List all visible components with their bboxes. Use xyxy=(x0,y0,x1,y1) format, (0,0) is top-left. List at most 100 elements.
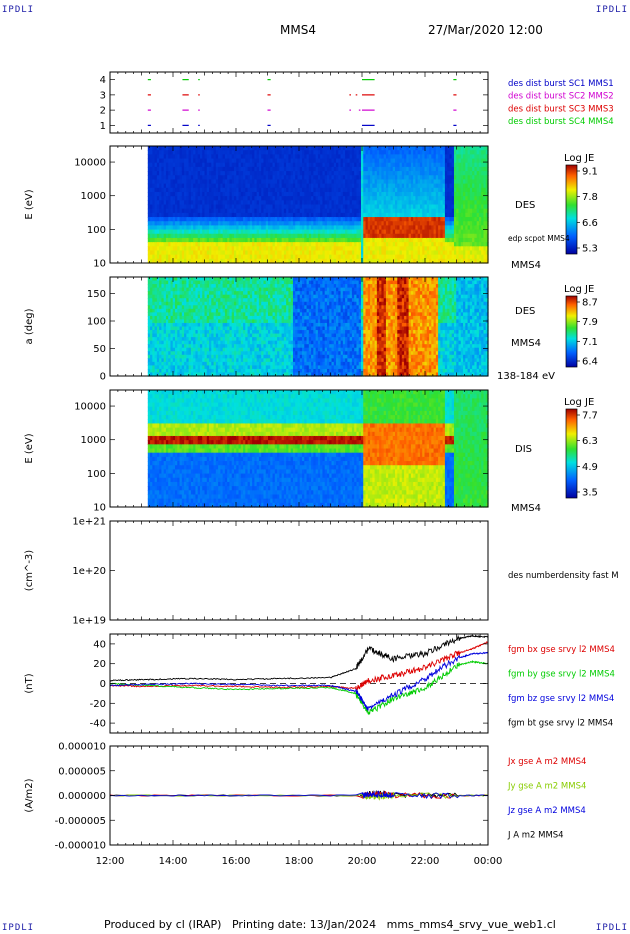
density-y-tick-label: 1e+21 xyxy=(72,517,106,528)
current-series-3 xyxy=(109,790,489,800)
corner-mark-bottom-left: IPDLI xyxy=(2,923,35,933)
bfield-y-axis-label: (nT) xyxy=(24,673,35,693)
bfield-legend-2: fgm by gse srvy l2 MMS4 xyxy=(508,670,615,680)
des-energy-colorbar-title: Log JE xyxy=(564,153,594,164)
corner-mark-top-right: IPDLI xyxy=(595,5,628,15)
corner-mark-top-left: IPDLI xyxy=(2,5,35,15)
bfield-y-tick-label: -20 xyxy=(90,699,106,710)
footer: Produced by cl (IRAP) Printing date: 13/… xyxy=(104,918,556,931)
corner-mark-bottom-right: IPDLI xyxy=(595,923,628,933)
current-legend-1: Jx gse A m2 MMS4 xyxy=(507,757,586,767)
des-energy-colorbar-tick: 9.1 xyxy=(582,167,598,178)
dis-energy-colorbar-tick: 3.5 xyxy=(582,488,598,499)
panel-frame-1 xyxy=(109,71,489,134)
dis-spacecraft-label: MMS4 xyxy=(511,503,541,514)
energy-y-tick-label: 100 xyxy=(87,225,106,236)
burst-legend-mms1: des dist burst SC1 MMS1 xyxy=(508,79,614,89)
des-pitch-colorbar-tick: 6.4 xyxy=(582,357,598,368)
pitch-y-tick-label: 100 xyxy=(87,317,106,328)
des-instrument-label: DES xyxy=(515,200,535,211)
bfield-legend-3: fgm bz gse srvy l2 MMS4 xyxy=(508,694,614,704)
footer-produced-by: Produced by cl (IRAP) xyxy=(104,918,222,931)
burst-legend-mms3: des dist burst SC3 MMS3 xyxy=(508,104,614,114)
des-pitch-colorbar-tick: 8.7 xyxy=(582,298,598,309)
dis-energy-colorbar-tick: 4.9 xyxy=(582,462,598,473)
energy-y-tick-label: 10000 xyxy=(74,402,106,413)
current-y-tick-label: -0.000005 xyxy=(55,816,106,827)
current-legend-3: Jz gse A m2 MMS4 xyxy=(507,806,586,816)
pitch-y-tick-label: 0 xyxy=(100,372,106,383)
pitch-y-tick-label: 150 xyxy=(87,289,106,300)
pitch-y-axis-label: a (deg) xyxy=(24,308,35,344)
des-energy-colorbar-tick: 7.8 xyxy=(582,192,598,203)
time-tick-label: 22:00 xyxy=(411,856,440,867)
burst-y-tick-label: 4 xyxy=(100,75,106,86)
current-legend-4: J A m2 MMS4 xyxy=(507,831,564,841)
time-tick-label: 16:00 xyxy=(222,856,251,867)
des-energy-colorbar xyxy=(565,164,578,255)
bfield-y-tick-label: 0 xyxy=(100,679,106,690)
des-pitch-colorbar-title: Log JE xyxy=(564,284,594,295)
dis-energy-y-axis-label: E (eV) xyxy=(24,433,35,463)
pitch-y-tick-label: 50 xyxy=(93,344,106,355)
des-spacecraft-label: MMS4 xyxy=(511,260,541,271)
des-energy-spectrogram xyxy=(147,146,489,264)
bfield-legend-1: fgm bx gse srvy l2 MMS4 xyxy=(508,645,615,655)
time-tick-label: 20:00 xyxy=(348,856,377,867)
dis-energy-colorbar-title: Log JE xyxy=(564,397,594,408)
time-tick-label: 14:00 xyxy=(159,856,188,867)
des-energy-colorbar-tick: 5.3 xyxy=(582,244,598,255)
energy-y-tick-label: 1000 xyxy=(81,435,106,446)
density-legend: des numberdensity fast M xyxy=(508,571,619,581)
current-y-tick-label: 0.000005 xyxy=(58,766,106,777)
des-pitch-colorbar-tick: 7.9 xyxy=(582,317,598,328)
density-y-axis-label: (cm^-3) xyxy=(24,550,35,591)
burst-y-tick-label: 1 xyxy=(100,121,106,132)
energy-y-tick-label: 10000 xyxy=(74,158,106,169)
footer-printing-date: Printing date: 13/Jan/2024 xyxy=(231,918,377,931)
dis-energy-spectrogram xyxy=(147,390,489,508)
current-y-tick-label: -0.000010 xyxy=(55,841,106,852)
energy-y-tick-label: 1000 xyxy=(81,191,106,202)
bfield-y-tick-label: 20 xyxy=(93,659,106,670)
panel-frame-5 xyxy=(109,520,489,621)
burst-y-tick-label: 2 xyxy=(100,106,106,117)
footer-filename: mms_mms4_srvy_vue_web1.cl xyxy=(386,918,556,931)
des-pitch-spacecraft-label: MMS4 xyxy=(511,338,541,349)
bfield-y-tick-label: 40 xyxy=(93,639,106,650)
burst-legend-mms2: des dist burst SC2 MMS2 xyxy=(508,92,614,102)
time-tick-label: 00:00 xyxy=(474,856,503,867)
bfield-legend-4: fgm bt gse srvy l2 MMS4 xyxy=(508,719,613,729)
current-y-tick-label: 0.000010 xyxy=(58,742,106,753)
date-time-title: 27/Mar/2020 12:00 xyxy=(428,23,543,37)
energy-y-tick-label: 100 xyxy=(87,469,106,480)
energy-y-tick-label: 10 xyxy=(93,259,106,270)
des-energy-y-axis-label: E (eV) xyxy=(24,189,35,219)
pitch-energy-range-label: 138-184 eV xyxy=(497,371,555,382)
burst-legend-mms4: des dist burst SC4 MMS4 xyxy=(508,117,614,127)
des-pitch-colorbar-tick: 7.1 xyxy=(582,337,598,348)
dis-instrument-label: DIS xyxy=(515,444,532,455)
scpot-label: edp scpot MMS4 xyxy=(508,234,570,243)
time-tick-label: 12:00 xyxy=(96,856,125,867)
time-tick-label: 18:00 xyxy=(285,856,314,867)
des-pitch-instrument-label: DES xyxy=(515,306,535,317)
des-pitch-colorbar xyxy=(565,295,578,368)
des-energy-colorbar-tick: 6.6 xyxy=(582,218,598,229)
dis-energy-colorbar-tick: 7.7 xyxy=(582,411,598,422)
energy-y-tick-label: 10 xyxy=(93,503,106,514)
density-y-tick-label: 1e+19 xyxy=(72,616,106,627)
spacecraft-title: MMS4 xyxy=(280,23,316,37)
density-y-tick-label: 1e+20 xyxy=(72,566,106,577)
dis-energy-colorbar xyxy=(565,408,578,499)
des-pitch-angle-spectrogram xyxy=(147,277,489,377)
current-y-axis-label: (A/m2) xyxy=(24,778,35,812)
burst-y-tick-label: 3 xyxy=(100,90,106,101)
current-legend-2: Jy gse A m2 MMS4 xyxy=(507,782,586,792)
bfield-series-2 xyxy=(109,659,489,716)
bfield-y-tick-label: -40 xyxy=(90,719,106,730)
bfield-series-1 xyxy=(110,641,489,691)
current-y-tick-label: 0.000000 xyxy=(58,791,106,802)
bfield-series-4 xyxy=(109,634,489,682)
